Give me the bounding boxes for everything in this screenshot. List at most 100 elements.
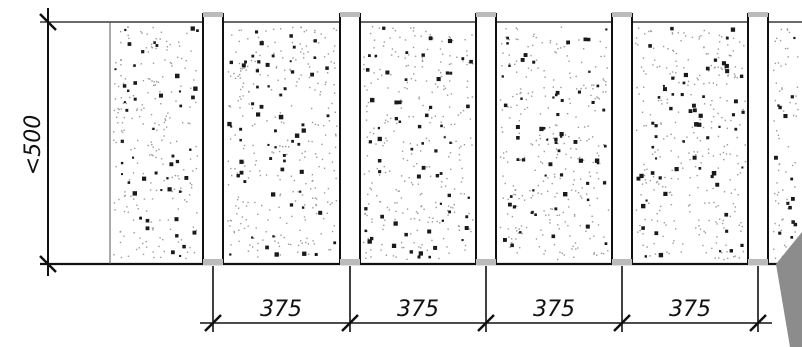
hatch-speckle — [605, 91, 607, 93]
hatch-speckle — [324, 37, 326, 39]
hatch-speckle — [227, 160, 229, 162]
hatch-aggregate — [289, 203, 294, 207]
hatch-speckle — [603, 144, 605, 146]
hatch-speckle — [457, 225, 460, 227]
hatch-aggregate — [551, 234, 556, 239]
hatch-speckle — [786, 29, 789, 31]
hatch-speckle — [721, 252, 723, 254]
hatch-speckle — [410, 218, 412, 220]
hatch-speckle — [540, 161, 542, 163]
hatch-speckle — [676, 65, 678, 67]
hatch-speckle — [640, 194, 642, 196]
hatch-speckle — [537, 155, 540, 158]
hatch-speckle — [334, 111, 337, 113]
hatch-speckle — [186, 32, 188, 35]
hatch-speckle — [428, 216, 431, 219]
hatch-speckle — [637, 231, 639, 233]
hatch-speckle — [291, 41, 294, 44]
hatch-speckle — [368, 203, 370, 205]
hatch-speckle — [238, 29, 240, 32]
hatch-speckle — [397, 190, 399, 192]
hatch-speckle — [582, 48, 585, 50]
hatch-speckle — [155, 38, 157, 40]
hatch-speckle — [300, 74, 302, 76]
hatch-aggregate — [663, 87, 667, 92]
hatch-aggregate — [671, 93, 675, 96]
hatch-speckle — [127, 255, 130, 257]
hatch-speckle — [573, 215, 576, 217]
hatch-speckle — [637, 27, 640, 29]
hatch-aggregate — [120, 161, 124, 165]
hatch-aggregate — [313, 56, 317, 59]
hatch-aggregate — [142, 176, 147, 181]
hatch-speckle — [718, 257, 720, 259]
hatch-speckle — [540, 193, 543, 195]
hatch-speckle — [136, 109, 138, 112]
hatch-speckle — [398, 190, 400, 192]
hatch-speckle — [305, 183, 307, 185]
hatch-aggregate — [585, 224, 590, 229]
hatch-speckle — [391, 48, 394, 50]
hatch-speckle — [152, 251, 154, 253]
hatch-aggregate — [265, 245, 269, 250]
hatch-speckle — [652, 176, 655, 178]
hatch-speckle — [502, 152, 505, 154]
hatch-speckle — [659, 156, 661, 158]
hatch-speckle — [394, 218, 396, 221]
hatch-speckle — [660, 122, 662, 124]
hatch-speckle — [407, 64, 409, 67]
hatch-aggregate — [133, 97, 137, 101]
hatch-speckle — [242, 95, 244, 97]
hatch-speckle — [774, 40, 776, 42]
hatch-speckle — [675, 60, 677, 62]
hatch-aggregate — [374, 54, 378, 58]
horizontal-dimension-label: 375 — [533, 297, 575, 322]
hatch-speckle — [687, 59, 689, 61]
hatch-speckle — [304, 204, 306, 206]
hatch-speckle — [573, 256, 575, 258]
hatch-speckle — [160, 31, 163, 33]
hatch-aggregate — [256, 112, 261, 117]
hatch-speckle — [279, 193, 282, 195]
hatch-aggregate — [719, 250, 722, 253]
hatch-speckle — [366, 230, 368, 232]
hatch-speckle — [428, 109, 430, 111]
hatch-speckle — [431, 221, 434, 223]
hatch-speckle — [558, 214, 561, 216]
hatch-speckle — [409, 142, 412, 145]
hatch-speckle — [782, 110, 785, 112]
hatch-speckle — [119, 241, 122, 244]
hatch-speckle — [273, 52, 275, 55]
hatch-speckle — [237, 196, 240, 198]
hatch-speckle — [145, 47, 148, 49]
hatch-speckle — [142, 172, 145, 175]
hatch-aggregate — [114, 68, 117, 71]
hatch-speckle — [120, 108, 123, 110]
hatch-speckle — [499, 156, 502, 158]
hatch-speckle — [555, 148, 558, 150]
hatch-speckle — [243, 161, 245, 163]
hatch-speckle — [408, 115, 410, 118]
hatch-speckle — [687, 84, 689, 87]
concrete-panel — [224, 22, 340, 263]
hatch-speckle — [567, 198, 570, 201]
hatch-aggregate — [655, 157, 658, 160]
hatch-speckle — [274, 116, 276, 118]
hatch-speckle — [519, 159, 521, 161]
hatch-speckle — [131, 117, 133, 120]
hatch-speckle — [259, 73, 261, 76]
hatch-speckle — [137, 139, 139, 142]
hatch-speckle — [428, 140, 430, 142]
hatch-speckle — [777, 134, 779, 136]
hatch-speckle — [402, 158, 404, 160]
hatch-speckle — [259, 174, 262, 177]
hatch-speckle — [159, 91, 161, 93]
hatch-aggregate — [506, 36, 509, 40]
hatch-speckle — [397, 55, 400, 58]
hatch-speckle — [450, 206, 452, 209]
hatch-speckle — [410, 233, 412, 235]
hatch-speckle — [173, 188, 176, 190]
hatch-speckle — [557, 258, 559, 261]
hatch-aggregate — [405, 51, 409, 54]
hatch-speckle — [461, 167, 463, 170]
